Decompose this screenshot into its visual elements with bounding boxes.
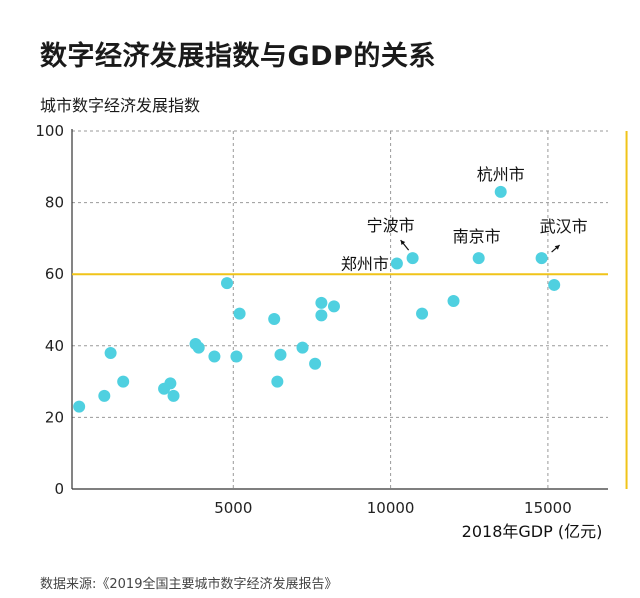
data-point bbox=[208, 350, 221, 363]
data-point bbox=[221, 277, 234, 290]
y-tick-label: 0 bbox=[54, 480, 64, 498]
data-point bbox=[192, 341, 205, 354]
point-labels: 北京市上海市深圳市广州市杭州市武汉市南京市宁波市郑州市 bbox=[341, 165, 588, 274]
data-point bbox=[158, 382, 171, 395]
data-point bbox=[390, 257, 403, 270]
data-point bbox=[104, 346, 117, 359]
pointer-arrowhead bbox=[400, 240, 406, 246]
data-point bbox=[494, 185, 507, 198]
chart-title: 数字经济发展指数与GDP的关系 bbox=[40, 41, 436, 72]
data-point bbox=[406, 252, 419, 265]
x-tick-label: 15000 bbox=[524, 499, 572, 517]
data-source-note: 数据来源:《2019全国主要城市数字经济发展报告》 bbox=[40, 577, 338, 592]
data-point bbox=[416, 307, 429, 320]
y-tick-label: 80 bbox=[45, 194, 64, 212]
y-tick-label: 20 bbox=[45, 408, 64, 426]
point-label: 武汉市 bbox=[540, 217, 588, 236]
data-point bbox=[447, 295, 460, 308]
data-point bbox=[535, 252, 548, 265]
x-tick-label: 5000 bbox=[214, 499, 252, 517]
data-point bbox=[230, 350, 243, 363]
data-point bbox=[472, 252, 485, 265]
y-tick-label: 40 bbox=[45, 337, 64, 355]
data-point bbox=[268, 312, 281, 325]
x-tick-label: 10000 bbox=[367, 499, 415, 517]
axes bbox=[71, 129, 608, 490]
y-axis-label: 城市数字经济发展指数 bbox=[40, 96, 201, 115]
point-label: 郑州市 bbox=[341, 254, 389, 273]
data-point bbox=[315, 309, 328, 322]
grid-lines bbox=[72, 130, 608, 489]
pointer-arrowhead bbox=[554, 245, 560, 250]
tick-labels: 0204060801005000100001500020000250003000… bbox=[35, 122, 572, 517]
data-point bbox=[327, 300, 340, 313]
point-label: 南京市 bbox=[453, 227, 501, 246]
data-point bbox=[233, 307, 246, 320]
y-tick-label: 60 bbox=[45, 265, 64, 283]
data-point bbox=[73, 400, 86, 413]
data-point bbox=[315, 296, 328, 309]
x-axis-label: 2018年GDP (亿元) bbox=[462, 522, 603, 541]
data-point bbox=[274, 348, 287, 361]
data-point bbox=[296, 341, 309, 354]
data-point bbox=[98, 389, 111, 402]
data-point bbox=[548, 278, 561, 291]
data-point bbox=[117, 375, 130, 388]
y-tick-label: 100 bbox=[35, 122, 64, 140]
reference-lines bbox=[72, 131, 628, 489]
point-label: 宁波市 bbox=[367, 216, 415, 235]
data-point bbox=[167, 389, 180, 402]
data-points bbox=[73, 185, 561, 413]
point-label: 杭州市 bbox=[477, 165, 525, 184]
data-point bbox=[271, 375, 284, 388]
data-point bbox=[309, 357, 322, 370]
